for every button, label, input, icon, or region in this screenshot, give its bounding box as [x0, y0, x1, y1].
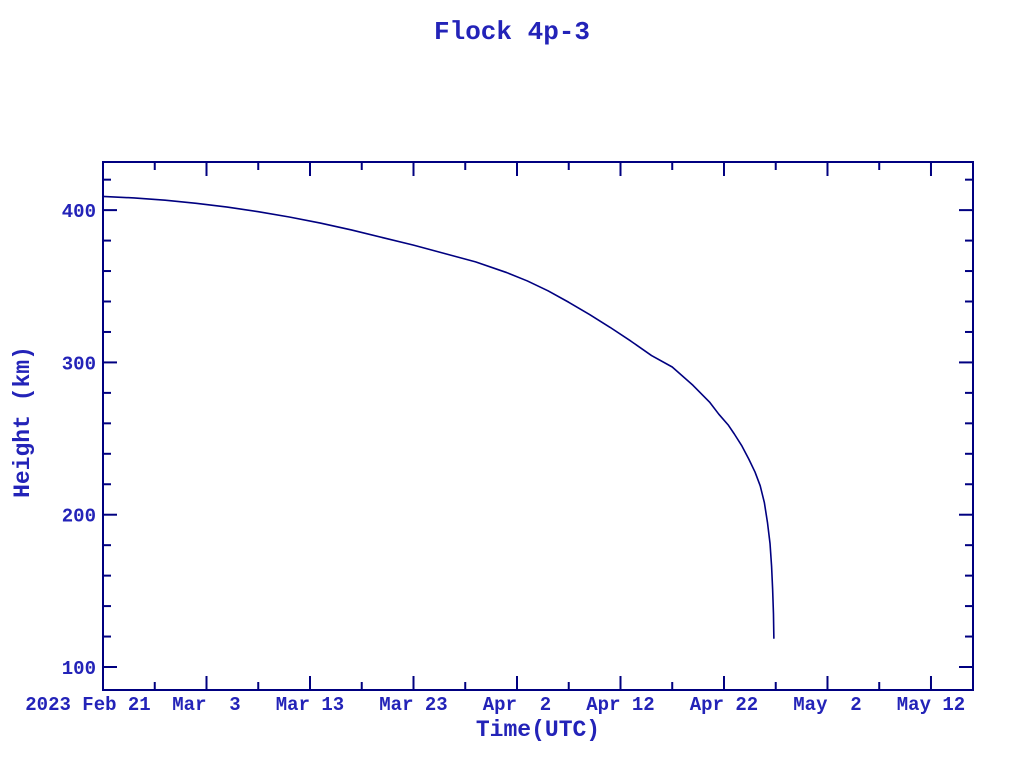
- x-tick-label: May 12: [897, 694, 965, 716]
- x-tick-label: Apr 12: [586, 694, 654, 716]
- y-tick-label: 300: [62, 353, 96, 375]
- x-tick-label: Apr 22: [690, 694, 758, 716]
- chart-title: Flock 4p-3: [433, 17, 591, 47]
- decay-curve: [102, 195, 775, 639]
- x-tick-label: May 2: [793, 694, 861, 716]
- plot-border: [102, 161, 974, 691]
- x-tick-label: Mar 3: [172, 694, 240, 716]
- y-tick-label: 400: [62, 201, 96, 223]
- x-tick-label: Apr 2: [483, 694, 551, 716]
- x-axis-title: Time(UTC): [475, 717, 601, 743]
- x-tick-label: Mar 13: [276, 694, 344, 716]
- y-tick-label: 200: [62, 506, 96, 528]
- y-tick-label: 100: [62, 658, 96, 680]
- x-tick-label: Mar 23: [379, 694, 447, 716]
- x-tick-label: 2023 Feb 21: [25, 694, 150, 716]
